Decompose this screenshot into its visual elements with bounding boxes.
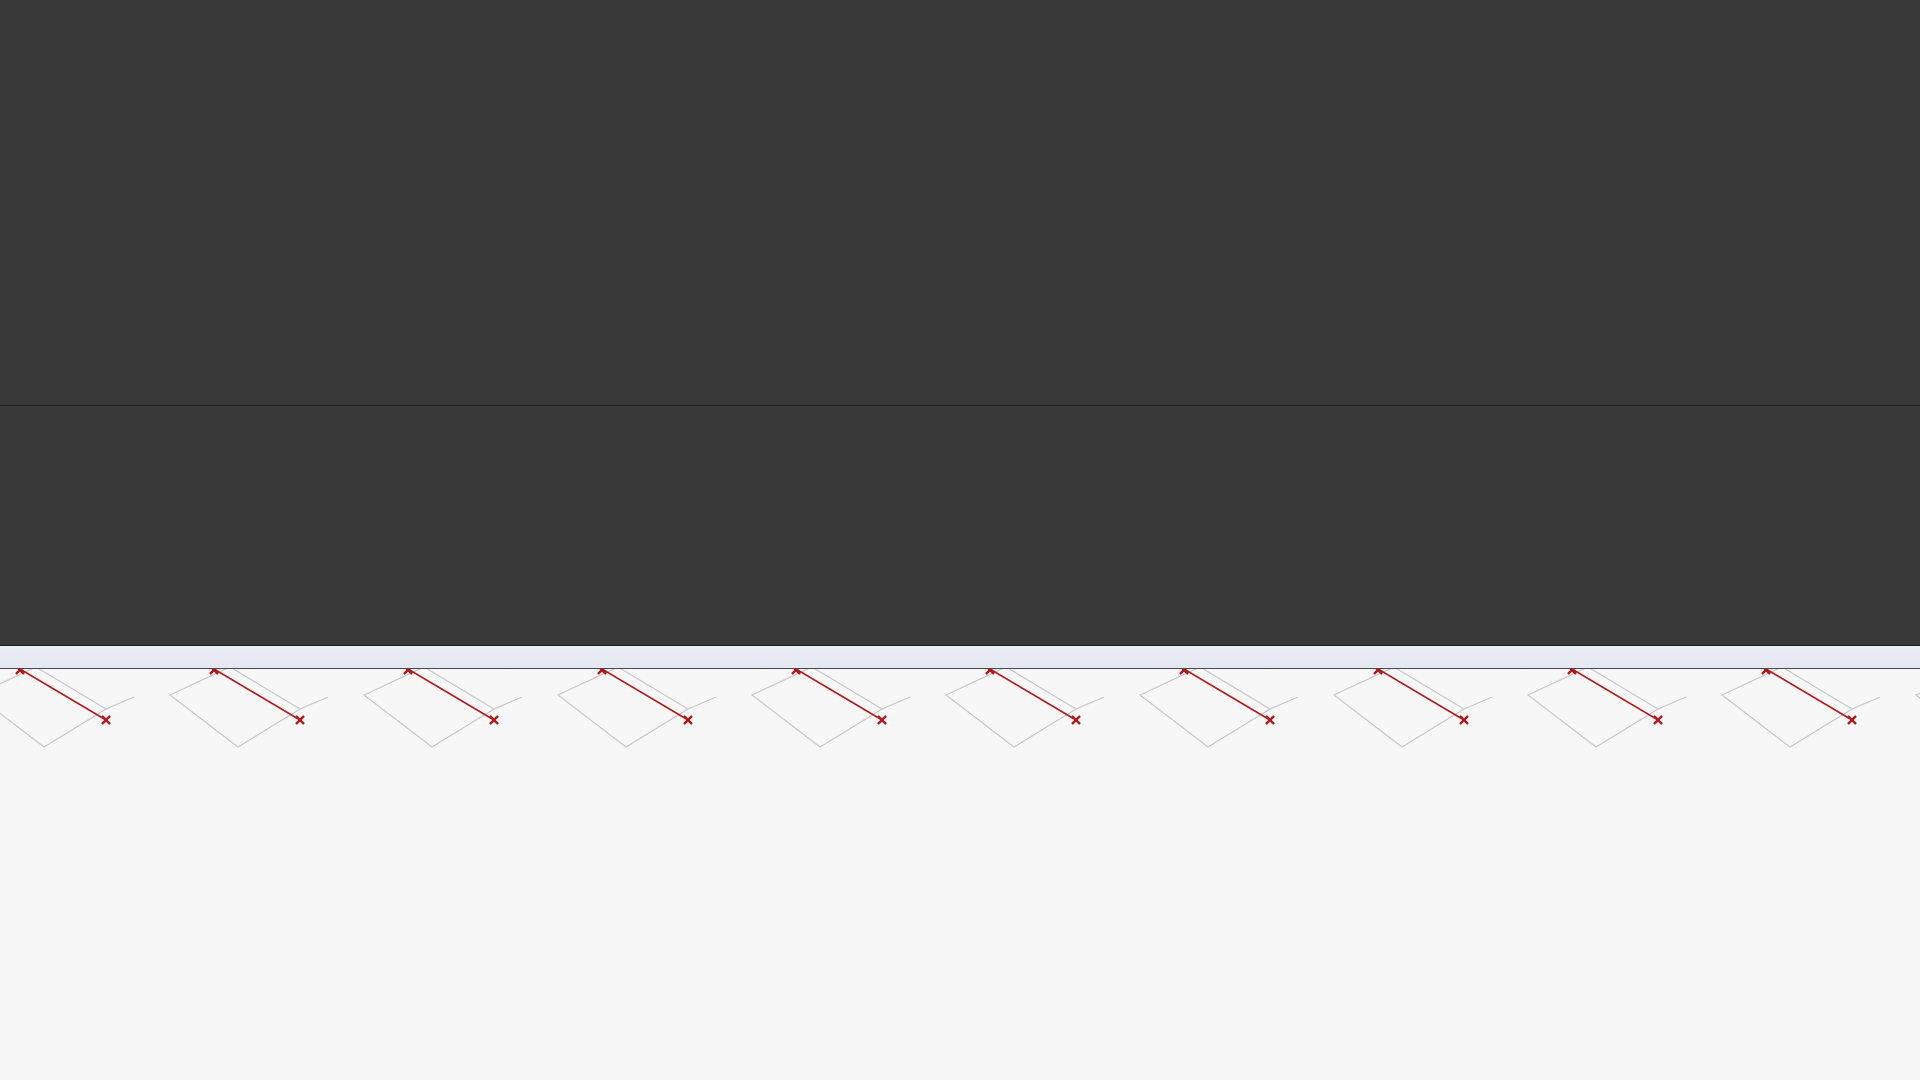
cross-marker-icon[interactable] [1071, 715, 1081, 725]
timeline-ruler[interactable] [0, 646, 1920, 669]
path-segment [407, 669, 495, 721]
guide-diamond [1914, 692, 1920, 699]
cross-marker-icon[interactable] [877, 715, 887, 725]
path-segment [989, 669, 1077, 721]
cross-marker-icon[interactable] [1761, 669, 1771, 675]
guide-diamond [0, 669, 108, 748]
canvas-viewport[interactable] [0, 669, 1920, 1080]
guide-connector [1269, 696, 1299, 710]
path-segment [213, 669, 301, 721]
cross-marker-icon[interactable] [209, 669, 219, 675]
path-segment [601, 669, 689, 721]
guide-connector [493, 696, 523, 710]
path-segment [795, 669, 883, 721]
guide-connector [299, 696, 329, 710]
cross-marker-icon[interactable] [597, 669, 607, 675]
cross-marker-icon[interactable] [489, 715, 499, 725]
path-segment [1183, 669, 1271, 721]
path-segment [19, 669, 107, 721]
cross-marker-icon[interactable] [1373, 669, 1383, 675]
cross-marker-icon[interactable] [1459, 715, 1469, 725]
cross-marker-icon[interactable] [683, 715, 693, 725]
guide-connector [687, 696, 717, 710]
path-canvas[interactable] [0, 669, 1920, 1080]
path-segment [1377, 669, 1465, 721]
guide-connector [881, 696, 911, 710]
cross-marker-icon[interactable] [1265, 715, 1275, 725]
upper-panel [0, 0, 1920, 405]
cross-marker-icon[interactable] [403, 669, 413, 675]
path-segment [1571, 669, 1659, 721]
cross-marker-icon[interactable] [985, 669, 995, 675]
guide-connector [1463, 696, 1493, 710]
cross-marker-icon[interactable] [1179, 669, 1189, 675]
cross-marker-icon[interactable] [1847, 715, 1857, 725]
guide-connector [105, 696, 135, 710]
path-segment [1765, 669, 1853, 721]
guide-connector [1657, 696, 1687, 710]
cross-marker-icon[interactable] [295, 715, 305, 725]
cross-marker-icon[interactable] [101, 715, 111, 725]
cross-marker-icon[interactable] [791, 669, 801, 675]
guide-connector [1851, 696, 1881, 710]
cross-marker-icon[interactable] [1567, 669, 1577, 675]
cross-marker-icon[interactable] [1653, 715, 1663, 725]
lower-panel [0, 406, 1920, 646]
guide-connector [1075, 696, 1105, 710]
panel-splitter[interactable] [0, 405, 1920, 406]
cross-marker-icon[interactable] [15, 669, 25, 675]
